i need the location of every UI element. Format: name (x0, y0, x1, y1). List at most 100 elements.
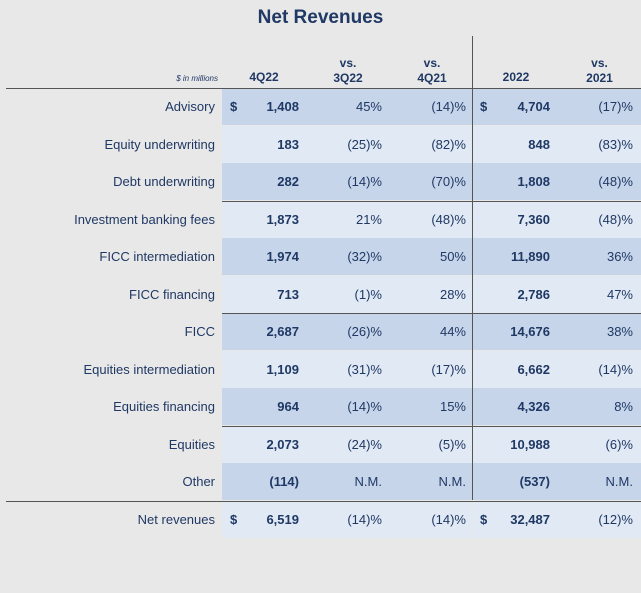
cell-q4-22: 964 (222, 388, 306, 425)
cell-vs-4q21: (17)% (390, 351, 472, 388)
cell-y2022: 32,487 (473, 501, 558, 538)
cell-value: 2,073 (266, 437, 299, 452)
cell-vs-2021: (48)% (558, 201, 641, 238)
cell-value: 1,109 (266, 362, 299, 377)
cell-value: 15% (439, 399, 466, 414)
cell-vs-4q21: (70)% (390, 163, 472, 200)
row-label: Equities intermediation (83, 362, 215, 377)
header-vs-3q22-bottom: 3Q22 (333, 71, 363, 85)
cell-value: N.M. (354, 474, 382, 489)
row-divider (6, 88, 641, 89)
table-row: Other (114) N.M. N.M. (537) N.M. (0, 463, 641, 500)
cell-value: 7,360 (517, 212, 550, 227)
cell-vs-2021: (83)% (558, 126, 641, 163)
cell-value: (17)% (598, 99, 633, 114)
row-label: Advisory (165, 99, 215, 114)
cell-value: (82)% (431, 137, 466, 152)
cell-vs-3q22: (26)% (306, 313, 390, 350)
cell-value: 713 (277, 287, 299, 302)
cell-vs-2021: 38% (558, 313, 641, 350)
cell-value: (17)% (431, 362, 466, 377)
cell-y2022: (537) (473, 463, 558, 500)
cell-value: 11,890 (510, 249, 550, 264)
cell-value: 50% (439, 249, 466, 264)
row-divider (222, 313, 641, 314)
cell-value: N.M. (438, 474, 466, 489)
cell-value: (48)% (431, 212, 466, 227)
cell-vs-2021: (14)% (558, 351, 641, 388)
cell-value: (70)% (431, 174, 466, 189)
cell-vs-2021: 47% (558, 276, 641, 313)
cell-value: 964 (277, 399, 299, 414)
currency-symbol: $ (230, 512, 238, 527)
row-divider (6, 501, 641, 502)
cell-value: (48)% (598, 212, 633, 227)
cell-vs-2021: (12)% (558, 501, 641, 538)
cell-vs-3q22: (25)% (306, 126, 390, 163)
row-label: Net revenues (137, 512, 215, 527)
cell-value: 21% (355, 212, 382, 227)
row-divider (222, 201, 641, 202)
cell-value: 28% (439, 287, 466, 302)
cell-q4-22: 1,974 (222, 238, 306, 275)
table-row: FICC intermediation 1,974 (32)% 50% 11,890 36… (0, 238, 641, 275)
cell-value: (48)% (598, 174, 633, 189)
cell-value: (14)% (598, 362, 633, 377)
cell-vs-3q22: (14)% (306, 501, 390, 538)
header-2022: 2022 (502, 70, 530, 84)
header-vs-4q21-bottom: 4Q21 (417, 71, 447, 85)
cell-vs-4q21: 44% (390, 313, 472, 350)
cell-value: 45% (355, 99, 382, 114)
cell-vs-4q21: (14)% (390, 501, 472, 538)
cell-value: (26)% (347, 324, 382, 339)
table-row: Equities intermediation 1,109 (31)% (17)% 6,… (0, 351, 641, 388)
cell-value: 2,687 (266, 324, 299, 339)
row-label: Other (182, 474, 215, 489)
cell-vs-3q22: 45% (306, 88, 390, 125)
cell-value: 44% (439, 324, 466, 339)
cell-value: 1,408 (266, 99, 299, 114)
cell-q4-22: 1,109 (222, 351, 306, 388)
table-row: Investment banking fees 1,873 21% (48)% 7,36… (0, 201, 641, 238)
cell-y2022: 848 (473, 126, 558, 163)
cell-value: (14)% (431, 512, 466, 527)
currency-symbol: $ (230, 99, 238, 114)
cell-vs-2021: (6)% (558, 426, 641, 463)
cell-q4-22: 6,519 (222, 501, 306, 538)
cell-value: 848 (528, 137, 550, 152)
cell-vs-4q21: (14)% (390, 88, 472, 125)
row-label: FICC financing (129, 287, 215, 302)
row-label: FICC intermediation (99, 249, 215, 264)
cell-value: (5)% (438, 437, 466, 452)
cell-value: 6,662 (517, 362, 550, 377)
cell-vs-3q22: (24)% (306, 426, 390, 463)
header-vs-3q22-top: vs. (339, 56, 357, 70)
cell-value: 6,519 (266, 512, 299, 527)
cell-vs-3q22: (1)% (306, 276, 390, 313)
cell-vs-3q22: N.M. (306, 463, 390, 500)
cell-value: (114) (269, 474, 299, 489)
cell-value: 1,873 (266, 212, 299, 227)
cell-y2022: 11,890 (473, 238, 558, 275)
cell-y2022: 10,988 (473, 426, 558, 463)
header-vs-2021: vs. 2021 (558, 56, 641, 86)
cell-q4-22: 282 (222, 163, 306, 200)
currency-symbol: $ (480, 512, 488, 527)
header-vs-4q21-top: vs. (423, 56, 441, 70)
cell-value: (14)% (347, 399, 382, 414)
table-row: Advisory 1,408 45% (14)% 4,704 (17)% $ $ (0, 88, 641, 125)
cell-value: 10,988 (510, 437, 550, 452)
cell-value: 4,326 (517, 399, 550, 414)
page-title: Net Revenues (257, 7, 384, 28)
cell-y2022: 2,786 (473, 276, 558, 313)
row-divider (222, 426, 641, 427)
cell-value: (32)% (347, 249, 382, 264)
header-4q22: 4Q22 (249, 70, 279, 84)
cell-vs-2021: (48)% (558, 163, 641, 200)
cell-vs-3q22: (32)% (306, 238, 390, 275)
cell-vs-3q22: (14)% (306, 388, 390, 425)
cell-y2022: 1,808 (473, 163, 558, 200)
table-row: Net revenues 6,519 (14)% (14)% 32,487 (12)% $ $ (0, 501, 641, 538)
cell-vs-4q21: 15% (390, 388, 472, 425)
row-label: Investment banking fees (74, 212, 215, 227)
